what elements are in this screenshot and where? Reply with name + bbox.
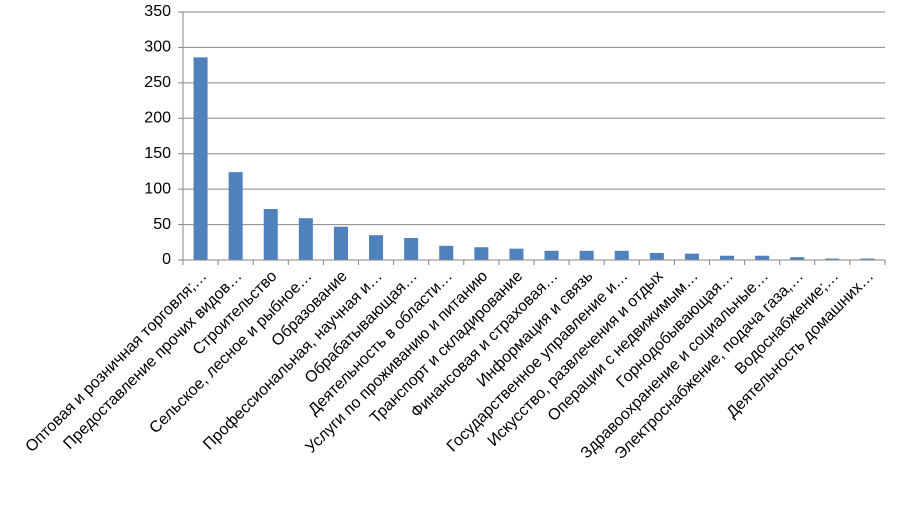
bar [544, 250, 559, 260]
bar [579, 250, 594, 260]
bar [720, 255, 735, 260]
bar [860, 258, 875, 260]
bar [790, 257, 805, 260]
y-tick-label: 150 [144, 145, 171, 162]
y-tick-label: 250 [144, 74, 171, 91]
bar [263, 208, 278, 260]
bar [439, 245, 454, 260]
bar [228, 172, 243, 260]
bar [509, 248, 524, 260]
bar [649, 252, 664, 260]
bar [369, 235, 384, 260]
y-tick-label: 0 [162, 251, 171, 268]
bar [614, 250, 629, 260]
x-tick-label: Оптовая и розничная торговля;… [22, 268, 210, 456]
y-tick-label: 100 [144, 180, 171, 197]
bar [298, 218, 313, 260]
y-tick-label: 50 [153, 216, 171, 233]
bar [193, 57, 208, 260]
bar [333, 226, 348, 260]
bar [825, 258, 840, 260]
y-tick-label: 200 [144, 110, 171, 127]
bar [474, 247, 489, 260]
bar [684, 253, 699, 260]
y-tick-label: 350 [144, 3, 171, 20]
bar [404, 238, 419, 260]
y-tick-label: 300 [144, 39, 171, 56]
bar [755, 255, 770, 260]
